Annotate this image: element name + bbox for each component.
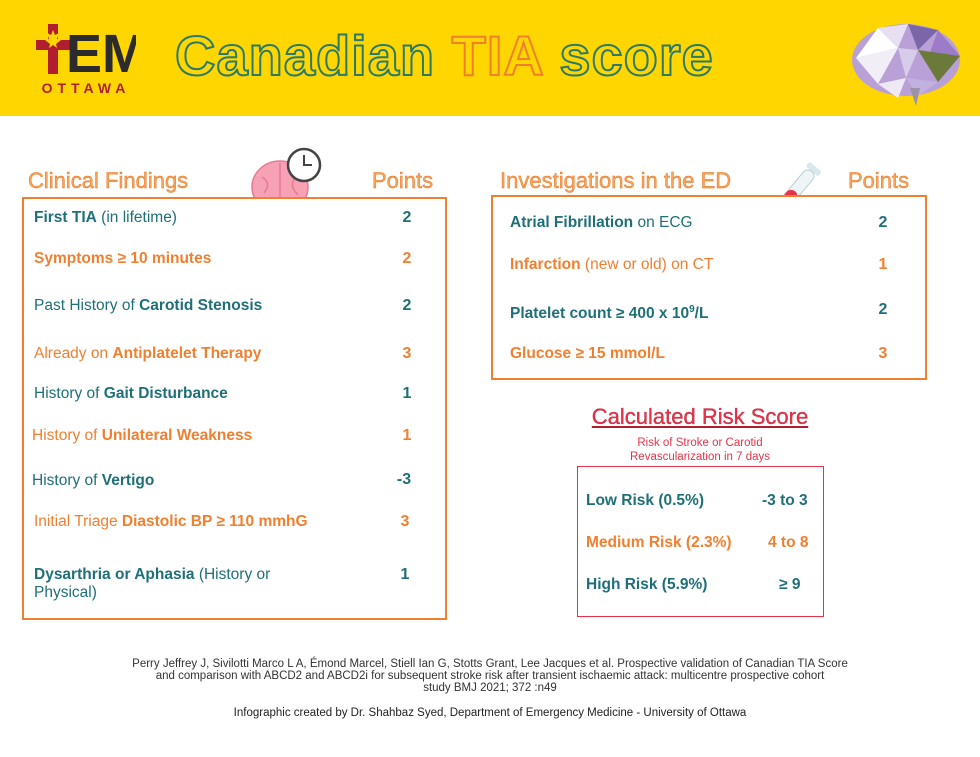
- page-title: Canadian TIA score: [174, 23, 714, 88]
- investigations-heading: Investigations in the ED: [500, 168, 732, 193]
- risk-high-range: ≥ 9: [779, 576, 801, 593]
- clinical-points-antiplatelet: 3: [402, 345, 412, 362]
- clinical-row-vertigo: History of Vertigo: [32, 472, 155, 489]
- clinical-points-diastolic-bp: 3: [400, 513, 410, 530]
- em-ottawa-logo: EM OTTAWA: [36, 22, 146, 102]
- infographic-credit: Infographic created by Dr. Shahbaz Syed,…: [233, 707, 747, 719]
- risk-medium-range: 4 to 8: [768, 534, 809, 551]
- risk-medium-label: Medium Risk (2.3%): [586, 534, 732, 551]
- risk-high-label: High Risk (5.9%): [586, 576, 708, 593]
- investigation-points-glucose: 3: [878, 345, 888, 362]
- clinical-points-heading: Points: [372, 168, 434, 193]
- maple-leaf-cross-icon: EM: [36, 24, 136, 78]
- investigation-row-platelet: Platelet count ≥ 400 x 109/L: [510, 304, 709, 323]
- clinical-points-symptoms: 2: [402, 250, 412, 267]
- clinical-points-gait: 1: [402, 385, 412, 402]
- clinical-row-antiplatelet: Already on Antiplatelet Therapy: [34, 345, 262, 362]
- clinical-row-symptoms: Symptoms ≥ 10 minutes: [34, 250, 212, 267]
- clinical-row-gait: History of Gait Disturbance: [34, 385, 228, 402]
- logo-em-text: EM: [66, 24, 136, 78]
- clinical-row-weakness: History of Unilateral Weakness: [32, 427, 253, 444]
- investigation-points-platelet: 2: [878, 301, 888, 318]
- investigation-points-afib: 2: [878, 214, 888, 231]
- brain-illustration-icon: [852, 24, 960, 106]
- clinical-row-first-tia: First TIA (in lifetime): [34, 209, 177, 226]
- investigations-panel: Atrial Fibrillation on ECG 2 Infarction …: [491, 195, 927, 380]
- title-word-canadian: Canadian: [174, 23, 436, 88]
- clinical-row-carotid-stenosis: Past History of Carotid Stenosis: [34, 297, 263, 314]
- clinical-points-weakness: 1: [402, 427, 412, 444]
- title-word-tia: TIA: [451, 23, 543, 88]
- risk-score-box: Low Risk (0.5%) -3 to 3 Medium Risk (2.3…: [577, 466, 824, 617]
- clinical-points-vertigo: -3: [396, 471, 412, 488]
- clinical-row-diastolic-bp: Initial Triage Diastolic BP ≥ 110 mmhG: [34, 513, 308, 530]
- clinical-points-carotid-stenosis: 2: [402, 297, 412, 314]
- risk-score-title: Calculated Risk Score: [591, 404, 809, 429]
- reference-citation: Perry Jeffrey J, Sivilotti Marco L A, Ém…: [132, 658, 848, 694]
- clinical-points-first-tia: 2: [402, 209, 412, 226]
- clinical-points-dysarthria: 1: [400, 566, 410, 583]
- clinical-findings-panel: First TIA (in lifetime) 2 Symptoms ≥ 10 …: [22, 197, 447, 620]
- title-word-score: score: [558, 23, 714, 88]
- clinical-row-dysarthria: Dysarthria or Aphasia (History or Physic…: [34, 566, 271, 601]
- investigations-points-heading: Points: [848, 168, 910, 193]
- header-banner: EM OTTAWA Canadian TIA score: [0, 0, 980, 116]
- risk-low-range: -3 to 3: [762, 492, 808, 509]
- investigation-row-glucose: Glucose ≥ 15 mmol/L: [510, 345, 665, 362]
- logo-ottawa-text: OTTAWA: [41, 80, 131, 96]
- risk-low-label: Low Risk (0.5%): [586, 492, 704, 509]
- investigation-points-infarction: 1: [878, 256, 888, 273]
- clinical-findings-heading: Clinical Findings: [28, 168, 189, 193]
- investigation-row-infarction: Infarction (new or old) on CT: [510, 256, 714, 273]
- risk-score-subtitle: Risk of Stroke or Carotid Revascularizat…: [630, 437, 770, 463]
- investigation-row-afib: Atrial Fibrillation on ECG: [510, 214, 693, 231]
